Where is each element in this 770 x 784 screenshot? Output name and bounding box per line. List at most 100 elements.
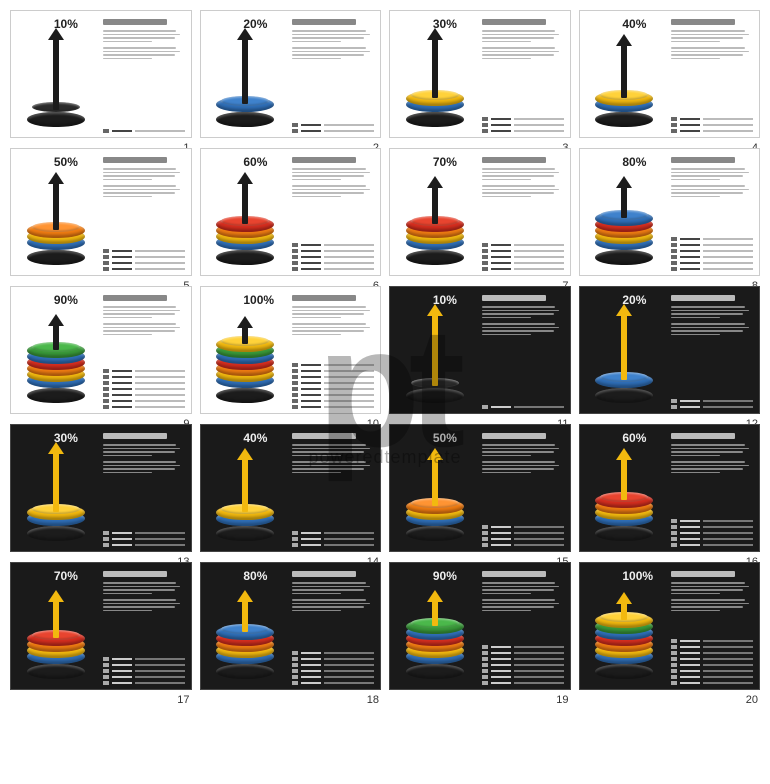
text-column [290, 425, 380, 551]
text-line [671, 196, 720, 198]
legend-num [292, 531, 298, 535]
slide: 60% [200, 148, 382, 276]
text-line [103, 306, 177, 308]
legend-row [671, 519, 753, 523]
text-line [671, 189, 749, 191]
legend-num [671, 651, 677, 655]
text-line [292, 472, 341, 474]
up-arrow-icon [242, 600, 248, 632]
legend-num [671, 405, 677, 409]
slide-thumbnail[interactable]: 100%10 [200, 286, 382, 414]
text-line [103, 586, 181, 588]
legend-desc [703, 640, 753, 642]
slide-thumbnail[interactable]: 20%2 [200, 10, 382, 138]
text-line [482, 58, 531, 60]
slide-thumbnail[interactable]: 100%20 [579, 562, 761, 690]
title-placeholder [671, 433, 735, 439]
legend-num [671, 249, 677, 253]
slide-thumbnail[interactable]: 50%15 [389, 424, 571, 552]
text-line [292, 603, 370, 605]
legend-label [491, 544, 511, 546]
text-line [103, 47, 177, 49]
slide: 10% [10, 10, 192, 138]
legend-desc [514, 244, 564, 246]
legend-desc [324, 124, 374, 126]
paragraph-placeholder [671, 168, 753, 180]
up-arrow-icon [621, 314, 627, 380]
legend-num [292, 129, 298, 133]
legend-num [482, 129, 488, 133]
text-line [103, 313, 175, 315]
text-line [671, 306, 745, 308]
legend-desc [703, 664, 753, 666]
slide-thumbnail[interactable]: 80%8 [579, 148, 761, 276]
paragraph-placeholder [482, 168, 564, 180]
slide-thumbnail[interactable]: 10%11 [389, 286, 571, 414]
legend-num [292, 381, 298, 385]
text-line [482, 586, 560, 588]
legend-num [103, 393, 109, 397]
cylinder-stack [595, 48, 653, 127]
legend-num [292, 393, 298, 397]
legend-row [103, 681, 185, 685]
text-line [671, 168, 745, 170]
slide-thumbnail[interactable]: 90%9 [10, 286, 192, 414]
legend-row [292, 261, 374, 265]
legend-desc [324, 256, 374, 258]
legend-label [112, 256, 132, 258]
legend-desc [514, 670, 564, 672]
percent-label: 100% [622, 569, 653, 583]
slide-thumbnail[interactable]: 60%6 [200, 148, 382, 276]
text-line [292, 465, 370, 467]
legend-row [482, 537, 564, 541]
legend-label [301, 538, 321, 540]
legend-desc [514, 664, 564, 666]
text-line [103, 30, 177, 32]
legend-desc [135, 406, 185, 408]
cylinder-layer [595, 664, 653, 679]
legend-row [292, 651, 374, 655]
paragraph-placeholder [103, 47, 185, 59]
legend-label [491, 268, 511, 270]
legend [671, 117, 753, 133]
slide-thumbnail[interactable]: 30%3 [389, 10, 571, 138]
legend-num [103, 531, 109, 535]
legend [103, 249, 185, 271]
text-column [669, 11, 759, 137]
slide-thumbnail[interactable]: 20%12 [579, 286, 761, 414]
slide-thumbnail[interactable]: 30%13 [10, 424, 192, 552]
slide-thumbnail[interactable]: 70%7 [389, 148, 571, 276]
slide-thumbnail[interactable]: 60%16 [579, 424, 761, 552]
text-line [671, 179, 720, 181]
up-arrow-icon [432, 186, 438, 224]
slide-thumbnail[interactable]: 10%1 [10, 10, 192, 138]
text-line [482, 41, 531, 43]
legend [103, 531, 185, 547]
cylinder-graphic: 60% [580, 425, 670, 551]
slide-thumbnail[interactable]: 40%14 [200, 424, 382, 552]
legend-row [671, 669, 753, 673]
legend-desc [703, 256, 753, 258]
legend-label [301, 394, 321, 396]
legend-num [482, 405, 488, 409]
slide-thumbnail[interactable]: 90%19 [389, 562, 571, 690]
slide-thumbnail[interactable]: 50%5 [10, 148, 192, 276]
cylinder-graphic: 60% [201, 149, 291, 275]
text-line [292, 47, 366, 49]
legend-num [103, 249, 109, 253]
slide-thumbnail[interactable]: 80%18 [200, 562, 382, 690]
legend-desc [324, 382, 374, 384]
slide: 30% [389, 10, 571, 138]
legend-num [103, 657, 109, 661]
legend-label [112, 670, 132, 672]
legend-num [292, 681, 298, 685]
text-line [292, 606, 364, 608]
legend-desc [135, 376, 185, 378]
legend-desc [514, 118, 564, 120]
legend-desc [324, 652, 374, 654]
legend-label [301, 658, 321, 660]
slide-thumbnail[interactable]: 70%17 [10, 562, 192, 690]
legend-desc [514, 406, 564, 408]
slide-thumbnail[interactable]: 40%4 [579, 10, 761, 138]
up-arrow-icon [53, 182, 59, 230]
